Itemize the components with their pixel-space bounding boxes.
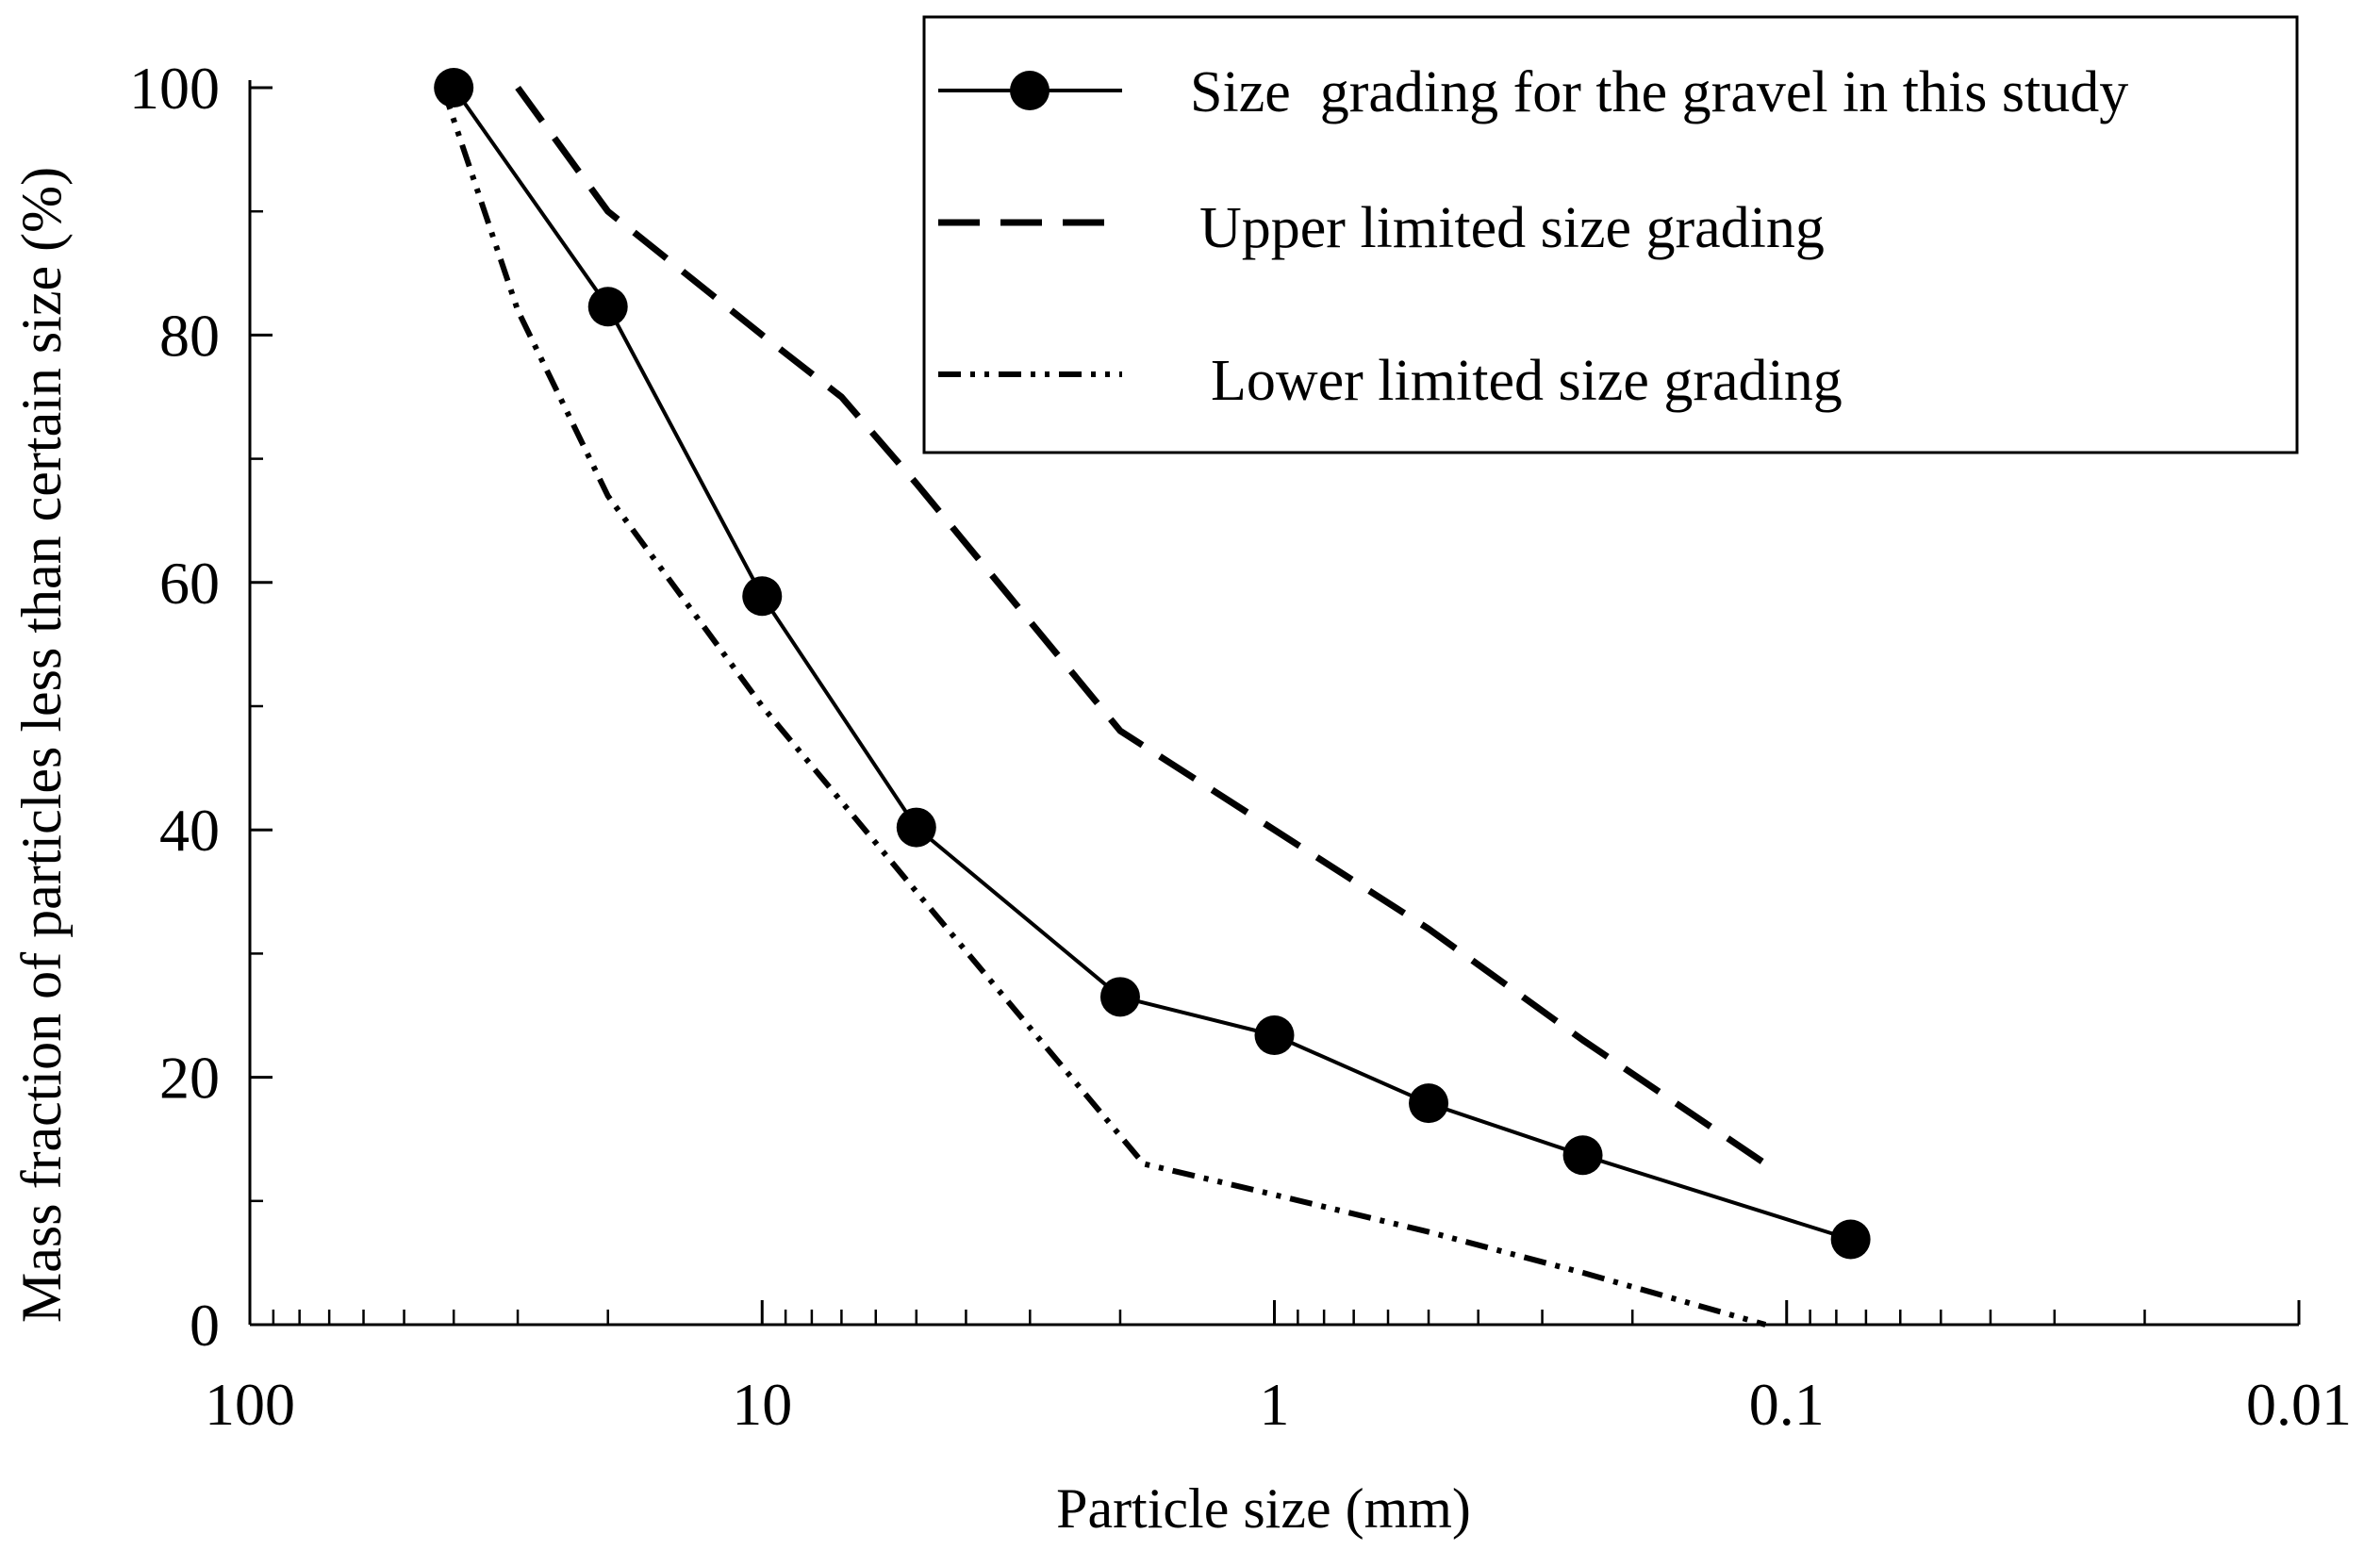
y-axis-ticks: 0 20 40 60 80 100 — [129, 55, 273, 1359]
y-tick-label: 40 — [159, 797, 220, 864]
y-tick-label: 20 — [159, 1045, 220, 1112]
y-tick-label: 60 — [159, 550, 220, 617]
x-axis-title: Particle size (mm) — [1056, 1477, 1471, 1540]
x-tick-label: 100 — [205, 1371, 295, 1438]
data-point — [1409, 1083, 1449, 1124]
x-tick-label: 1 — [1260, 1371, 1290, 1438]
y-tick-label: 0 — [190, 1292, 220, 1359]
y-tick-label: 100 — [129, 55, 220, 122]
series-line-2 — [439, 87, 1767, 1327]
data-point — [587, 287, 628, 327]
data-point — [1099, 977, 1140, 1017]
series-layer — [434, 68, 1871, 1327]
data-point — [1562, 1135, 1603, 1176]
x-tick-label: 10 — [732, 1371, 792, 1438]
data-point — [896, 807, 936, 848]
data-point — [1254, 1014, 1295, 1055]
series-line-1 — [515, 85, 1768, 1167]
x-tick-label: 0.01 — [2246, 1371, 2352, 1438]
legend: Size grading for the gravel in this stud… — [922, 15, 2299, 454]
legend-label-upper: Upper limited size grading — [1199, 196, 1825, 260]
y-tick-label: 80 — [159, 302, 220, 369]
y-axis-title: Mass fraction of particles less than cer… — [10, 167, 73, 1323]
x-tick-label: 0.1 — [1749, 1371, 1825, 1438]
x-axis-ticks: 100 10 1 0.1 0.01 — [205, 1300, 2352, 1438]
legend-label-study: Size grading for the gravel in this stud… — [1190, 60, 2128, 124]
data-point — [434, 68, 474, 107]
legend-label-lower: Lower limited size grading — [1211, 349, 1843, 413]
data-point — [1830, 1219, 1871, 1260]
data-point — [742, 576, 783, 617]
legend-marker-study — [1010, 71, 1050, 110]
legend-box — [922, 15, 2299, 454]
